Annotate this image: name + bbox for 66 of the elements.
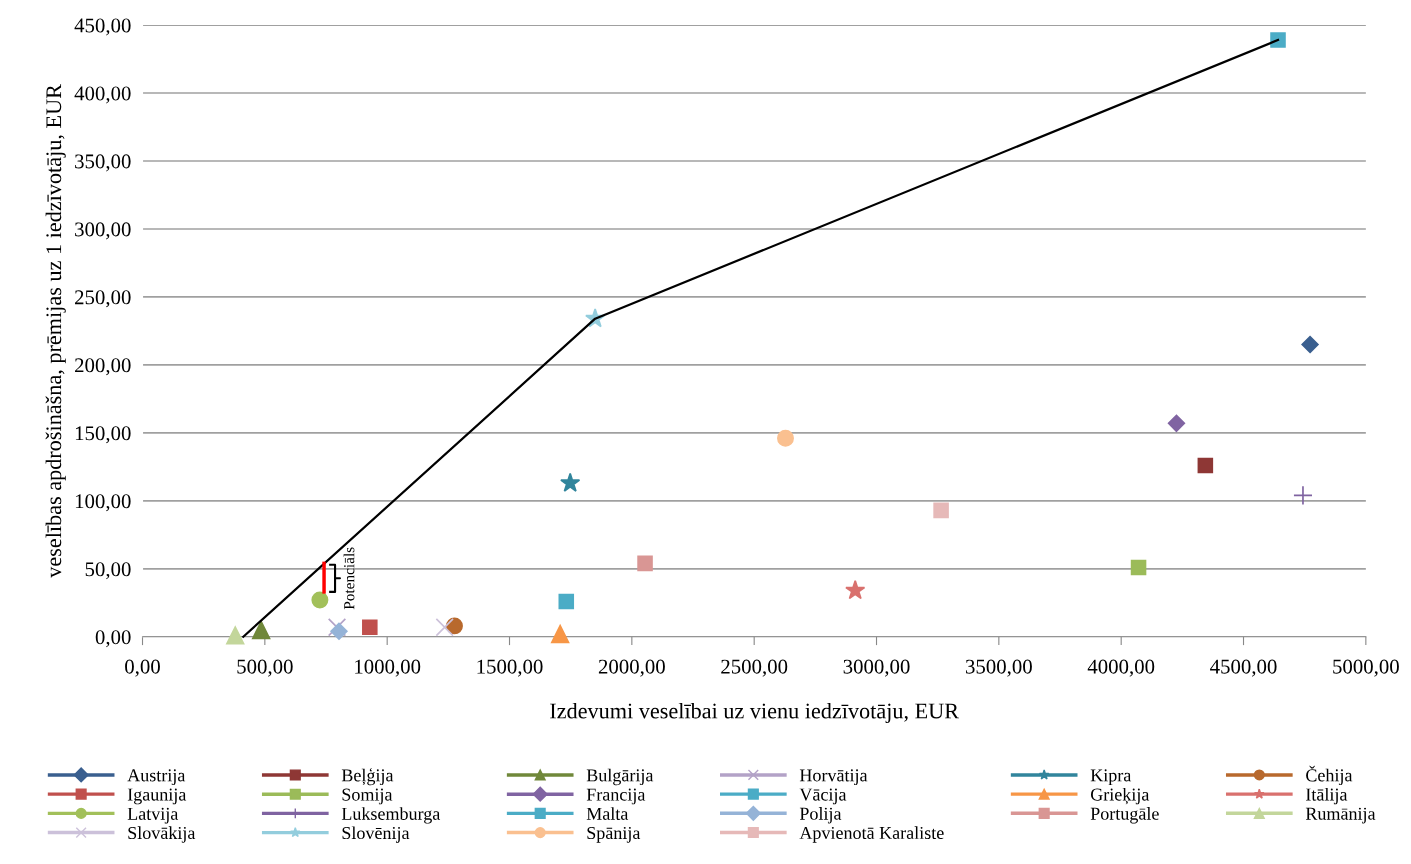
y-tick-label: 50,00 bbox=[85, 562, 131, 580]
legend-label: Beļģija bbox=[341, 768, 394, 786]
legend-label: Slovākija bbox=[128, 826, 196, 843]
y-tick-label: 350,00 bbox=[75, 154, 131, 172]
y-tick-label: 250,00 bbox=[75, 290, 131, 308]
point bbox=[311, 591, 329, 609]
legend-label: Vācija bbox=[799, 788, 847, 805]
point bbox=[1293, 485, 1313, 506]
x-tick-label: 3000,00 bbox=[843, 659, 910, 677]
legend-label: Malta bbox=[586, 807, 629, 820]
point bbox=[330, 622, 348, 641]
x-axis-title: Izdevumi veselībai uz vienu iedzīvotāju, EUR bbox=[550, 702, 960, 724]
legend-label: Slovēnija bbox=[342, 826, 410, 843]
legend-label: Spānija bbox=[587, 826, 641, 843]
point bbox=[1167, 414, 1186, 433]
x-tick-label: 1500,00 bbox=[477, 659, 543, 677]
x-tick-label: 2500,00 bbox=[721, 659, 788, 677]
y-tick-label: 150,00 bbox=[75, 426, 131, 444]
point bbox=[1130, 559, 1147, 576]
x-tick-label: 2000,00 bbox=[598, 659, 665, 677]
point bbox=[933, 502, 949, 519]
legend-label: Igaunija bbox=[127, 788, 187, 805]
legend-label: Itālija bbox=[1306, 787, 1348, 805]
y-tick-label: 300,00 bbox=[75, 222, 131, 240]
point bbox=[560, 472, 581, 492]
legend-label: Horvātija bbox=[799, 769, 868, 786]
legend-label: Polija bbox=[799, 807, 842, 824]
y-axis-title: veselības apdrošināšna, prēmijas uz 1 iedzīvotāju, EUR bbox=[45, 84, 66, 578]
point bbox=[550, 624, 570, 644]
point bbox=[1270, 32, 1286, 48]
legend-label: Portugāle bbox=[1090, 807, 1159, 824]
x-tick-label: 5000,00 bbox=[1333, 659, 1399, 677]
y-tick-label: 100,00 bbox=[75, 494, 131, 512]
y-tick-label: 400,00 bbox=[74, 86, 131, 104]
x-tick-label: 500,00 bbox=[237, 659, 293, 677]
x-tick-label: 1000,00 bbox=[355, 659, 421, 677]
x-tick-label: 0,00 bbox=[125, 659, 160, 677]
y-tick-label: 0,00 bbox=[95, 630, 131, 648]
point bbox=[1197, 457, 1214, 474]
legend-label: Francija bbox=[586, 788, 646, 805]
point bbox=[435, 618, 454, 637]
point bbox=[1301, 335, 1319, 354]
y-tick-label: 450,00 bbox=[74, 18, 131, 36]
legend-label: Kipra bbox=[1090, 769, 1132, 786]
legend-label: Latvija bbox=[127, 807, 179, 824]
point bbox=[362, 619, 378, 636]
legend-label: Grieķija bbox=[1090, 787, 1150, 805]
legend-label: Luksemburga bbox=[341, 807, 441, 824]
legend-label: Bulgārija bbox=[586, 768, 654, 786]
point bbox=[637, 555, 653, 572]
x-tick-label: 4500,00 bbox=[1210, 659, 1277, 677]
legend-label: Apvienotā Karaliste bbox=[799, 826, 944, 843]
legend-label: Čehija bbox=[1306, 765, 1353, 786]
point bbox=[327, 618, 347, 637]
legend-label: Austrija bbox=[127, 769, 186, 786]
x-tick-label: 3500,00 bbox=[965, 659, 1032, 677]
point bbox=[558, 593, 575, 610]
point bbox=[845, 579, 866, 600]
annotation: Potenciāls bbox=[343, 547, 355, 610]
legend-label: Somija bbox=[342, 788, 393, 805]
x-tick-label: 4000,00 bbox=[1087, 659, 1155, 677]
legend-label: Rumānija bbox=[1305, 807, 1376, 824]
y-tick-label: 200,00 bbox=[75, 358, 131, 376]
point bbox=[777, 429, 794, 447]
point bbox=[226, 626, 245, 645]
point bbox=[252, 620, 271, 640]
